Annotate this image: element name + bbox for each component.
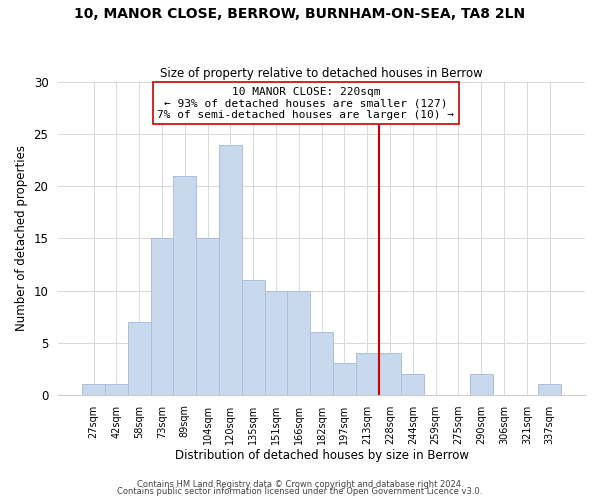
X-axis label: Distribution of detached houses by size in Berrow: Distribution of detached houses by size … bbox=[175, 450, 469, 462]
Y-axis label: Number of detached properties: Number of detached properties bbox=[15, 146, 28, 332]
Bar bbox=[287, 290, 310, 395]
Bar bbox=[173, 176, 196, 394]
Title: Size of property relative to detached houses in Berrow: Size of property relative to detached ho… bbox=[160, 66, 483, 80]
Bar bbox=[379, 353, 401, 395]
Bar bbox=[151, 238, 173, 394]
Bar bbox=[356, 353, 379, 395]
Bar bbox=[538, 384, 561, 394]
Text: Contains HM Land Registry data © Crown copyright and database right 2024.: Contains HM Land Registry data © Crown c… bbox=[137, 480, 463, 489]
Bar bbox=[470, 374, 493, 394]
Bar bbox=[333, 364, 356, 394]
Bar bbox=[196, 238, 219, 394]
Bar bbox=[310, 332, 333, 394]
Bar bbox=[242, 280, 265, 394]
Bar bbox=[265, 290, 287, 395]
Text: 10 MANOR CLOSE: 220sqm
← 93% of detached houses are smaller (127)
7% of semi-det: 10 MANOR CLOSE: 220sqm ← 93% of detached… bbox=[157, 86, 454, 120]
Text: 10, MANOR CLOSE, BERROW, BURNHAM-ON-SEA, TA8 2LN: 10, MANOR CLOSE, BERROW, BURNHAM-ON-SEA,… bbox=[74, 8, 526, 22]
Bar bbox=[219, 144, 242, 394]
Bar bbox=[128, 322, 151, 394]
Bar bbox=[401, 374, 424, 394]
Bar bbox=[82, 384, 105, 394]
Bar bbox=[105, 384, 128, 394]
Text: Contains public sector information licensed under the Open Government Licence v3: Contains public sector information licen… bbox=[118, 487, 482, 496]
